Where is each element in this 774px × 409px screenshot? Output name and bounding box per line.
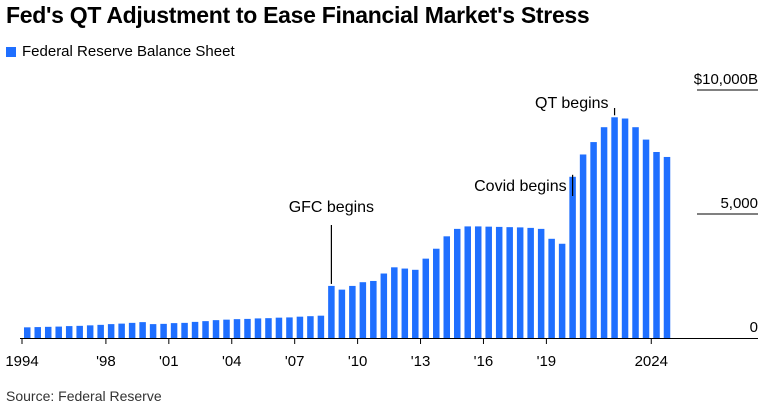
x-tick-label: '19 <box>537 353 557 370</box>
bar <box>433 248 440 338</box>
annotation-label: GFC begins <box>289 199 374 216</box>
bar <box>359 282 367 338</box>
source-note: Source: Federal Reserve <box>6 388 162 404</box>
bar <box>516 227 524 338</box>
bar <box>139 322 146 338</box>
legend-label: Federal Reserve Balance Sheet <box>22 43 235 60</box>
bars <box>23 117 671 339</box>
bar <box>621 118 629 339</box>
bar <box>569 176 576 338</box>
y-tick-label: 5,000 <box>720 195 758 212</box>
bar <box>244 318 251 338</box>
bar <box>632 127 639 338</box>
bar <box>149 324 157 338</box>
bar <box>443 236 451 338</box>
bar <box>265 318 272 338</box>
bar <box>349 285 356 338</box>
annotation-label: Covid begins <box>474 178 567 195</box>
bar <box>23 327 31 338</box>
bar <box>653 152 660 338</box>
bar <box>286 317 293 338</box>
bar <box>107 324 115 338</box>
bar <box>86 325 94 338</box>
bar <box>160 323 167 338</box>
bar <box>600 127 608 338</box>
bar <box>464 226 471 338</box>
bar <box>579 154 587 338</box>
bar <box>275 317 283 338</box>
bar <box>76 325 83 338</box>
x-tick-label: '10 <box>348 353 368 370</box>
bar <box>34 327 41 338</box>
bar <box>422 258 430 338</box>
bar <box>223 319 230 338</box>
bar <box>307 316 314 338</box>
annotations: GFC begins Covid begins QT begins <box>289 95 616 284</box>
annotation-label: QT begins <box>535 95 609 112</box>
legend-swatch <box>6 46 16 57</box>
bar <box>611 117 618 338</box>
chart-title: Fed's QT Adjustment to Ease Financial Ma… <box>6 2 590 28</box>
bar <box>254 318 262 338</box>
bar <box>212 320 220 338</box>
bar <box>527 227 534 338</box>
bar <box>485 226 492 338</box>
gridlines <box>697 89 758 215</box>
bar <box>370 280 377 338</box>
y-tick-label: $10,000B <box>694 71 758 88</box>
bar <box>453 228 461 338</box>
x-tick-label: '04 <box>222 353 242 370</box>
bar <box>181 322 188 338</box>
bar <box>642 139 650 338</box>
bar <box>44 326 52 338</box>
bar <box>548 238 555 338</box>
bar <box>338 289 346 338</box>
bar <box>558 243 566 338</box>
bar <box>590 142 597 338</box>
bar <box>474 226 482 338</box>
bar <box>380 273 388 338</box>
x-tick-label: '16 <box>474 353 494 370</box>
bar <box>128 322 136 338</box>
bar <box>495 226 503 338</box>
bar <box>663 156 671 338</box>
bar <box>97 324 104 338</box>
x-tick-label: '01 <box>159 353 179 370</box>
x-tick-label: 1994 <box>5 353 38 370</box>
x-tick-label: '13 <box>411 353 431 370</box>
bar <box>118 323 125 338</box>
bar <box>55 326 62 338</box>
bar <box>412 269 419 338</box>
bar <box>170 323 178 338</box>
bar <box>506 227 513 338</box>
x-tick-label: '98 <box>96 353 116 370</box>
bar <box>191 321 199 338</box>
bar <box>202 321 209 338</box>
y-tick-label: 0 <box>750 319 758 336</box>
bar <box>65 326 73 338</box>
bar <box>233 319 241 338</box>
x-tick-label: 2024 <box>635 353 668 370</box>
bar <box>296 316 304 338</box>
y-axis: 0 5,000 $10,000B <box>694 71 758 336</box>
bar <box>391 267 398 338</box>
bar <box>328 285 335 338</box>
bar <box>317 315 325 338</box>
x-axis: 1994 '98 '01 '04 '07 '10 '13 '16 '19 2024 <box>5 338 758 370</box>
x-tick-label: '07 <box>285 353 305 370</box>
legend: Federal Reserve Balance Sheet <box>6 43 235 60</box>
bar <box>537 228 545 338</box>
bar <box>401 268 409 338</box>
